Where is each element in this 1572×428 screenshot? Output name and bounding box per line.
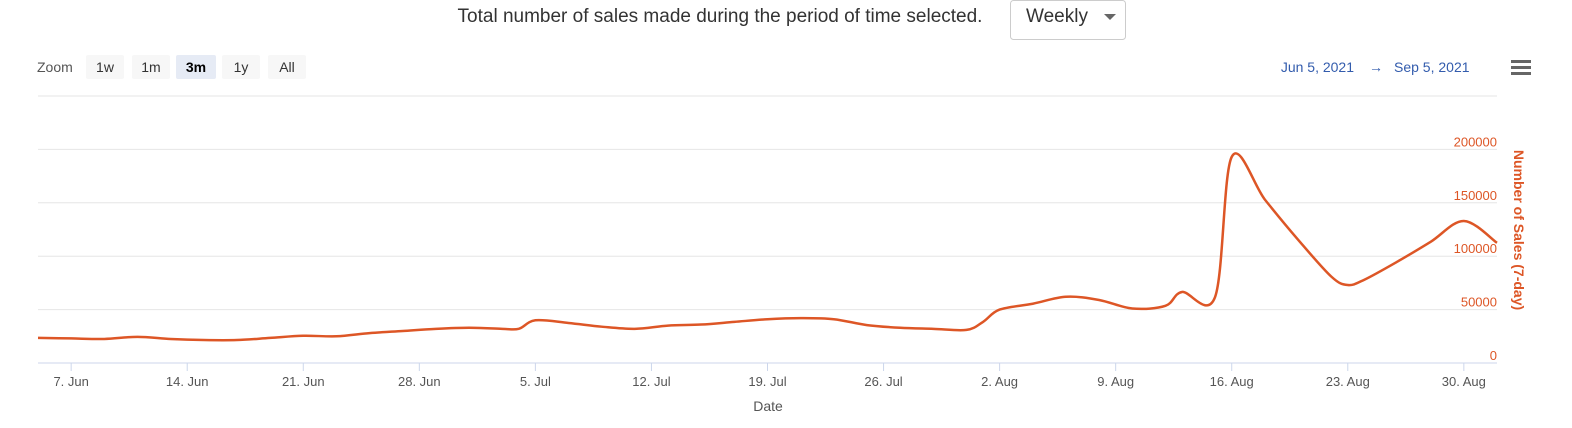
menu-icon[interactable] (1511, 60, 1531, 75)
x-tick-label: 7. Jun (53, 374, 88, 389)
period-select[interactable] (1010, 0, 1126, 40)
x-tick-label: 9. Aug (1097, 374, 1134, 389)
zoom-button-label: 1y (234, 59, 249, 75)
zoom-button[interactable] (86, 55, 124, 79)
zoom-button-label: 1m (141, 59, 160, 75)
x-axis-title: Date (753, 398, 783, 414)
y-axis-title: Number of Sales (7-day) (1511, 150, 1527, 310)
y-tick-label: 150000 (1454, 188, 1497, 203)
x-tick-label: 28. Jun (398, 374, 441, 389)
range-arrow: → (1369, 59, 1383, 75)
zoom-label: Zoom (37, 59, 73, 75)
zoom-button-label: 1w (96, 59, 115, 75)
range-from[interactable]: Jun 5, 2021 (1281, 59, 1354, 75)
zoom-button[interactable] (132, 55, 170, 79)
x-tick-label: 14. Jun (166, 374, 209, 389)
zoom-button[interactable] (222, 55, 260, 79)
x-tick-label: 2. Aug (981, 374, 1018, 389)
zoom-button[interactable] (176, 55, 216, 79)
period-value: Weekly (1026, 6, 1088, 27)
zoom-button-label: All (279, 59, 295, 75)
zoom-button-label: 3m (186, 59, 206, 75)
header-title: Total number of sales made during the pe… (458, 6, 983, 27)
y-tick-label: 0 (1490, 348, 1497, 363)
x-tick-label: 30. Aug (1442, 374, 1486, 389)
x-tick-label: 26. Jul (864, 374, 902, 389)
x-tick-label: 23. Aug (1326, 374, 1370, 389)
x-tick-label: 19. Jul (748, 374, 786, 389)
x-tick-label: 16. Aug (1210, 374, 1254, 389)
series-line (37, 152, 1498, 342)
y-tick-label: 50000 (1461, 295, 1497, 310)
y-tick-label: 100000 (1454, 241, 1497, 256)
x-tick-label: 21. Jun (282, 374, 325, 389)
x-tick-label: 12. Jul (632, 374, 670, 389)
select-caret (1104, 14, 1116, 20)
y-tick-label: 200000 (1454, 134, 1497, 149)
range-to[interactable]: Sep 5, 2021 (1394, 59, 1470, 75)
x-tick-label: 5. Jul (520, 374, 551, 389)
zoom-button[interactable] (268, 55, 306, 79)
